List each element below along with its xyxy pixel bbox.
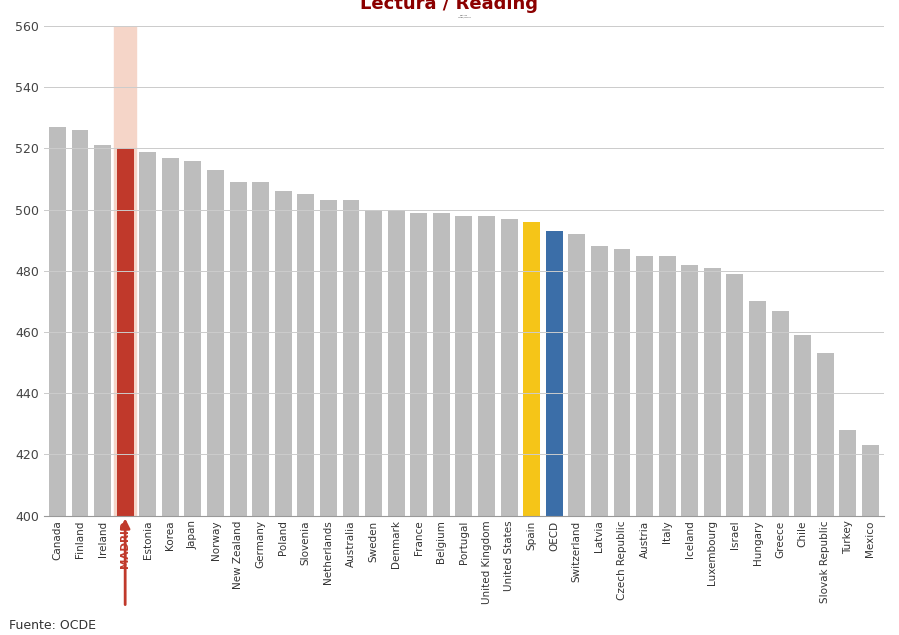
Bar [568,234,585,516]
Bar [523,222,540,516]
Bar [433,213,450,516]
Bar [117,149,134,516]
Bar [410,213,427,516]
Bar [94,145,111,516]
Bar [298,194,315,516]
Bar [139,152,156,516]
Bar [456,216,472,516]
Text: Fuente: OCDE: Fuente: OCDE [9,619,96,632]
Bar [591,246,608,516]
Bar [320,201,337,516]
Bar [771,311,788,516]
Bar [365,210,382,516]
Bar [49,127,66,516]
Bar [162,157,179,516]
Bar [817,354,833,516]
Bar [275,191,291,516]
Bar [478,216,495,516]
Bar [501,219,518,516]
Bar [207,170,224,516]
Title: PISA 2015
Lectura / Reading: PISA 2015 Lectura / Reading [458,15,470,18]
Bar [840,430,857,516]
Text: Lectura / Reading: Lectura / Reading [360,0,539,13]
Bar [704,268,721,516]
Bar [229,182,246,516]
Bar [343,201,360,516]
Bar [659,255,676,516]
Bar [546,231,563,516]
Bar [681,265,699,516]
Bar [253,182,269,516]
Bar [636,255,653,516]
Bar [613,250,630,516]
Bar [72,130,88,516]
Bar [387,210,405,516]
Bar [749,302,766,516]
Bar [726,274,743,516]
Bar [184,161,201,516]
Bar [794,335,811,516]
Bar [114,26,137,516]
Bar [862,445,879,516]
